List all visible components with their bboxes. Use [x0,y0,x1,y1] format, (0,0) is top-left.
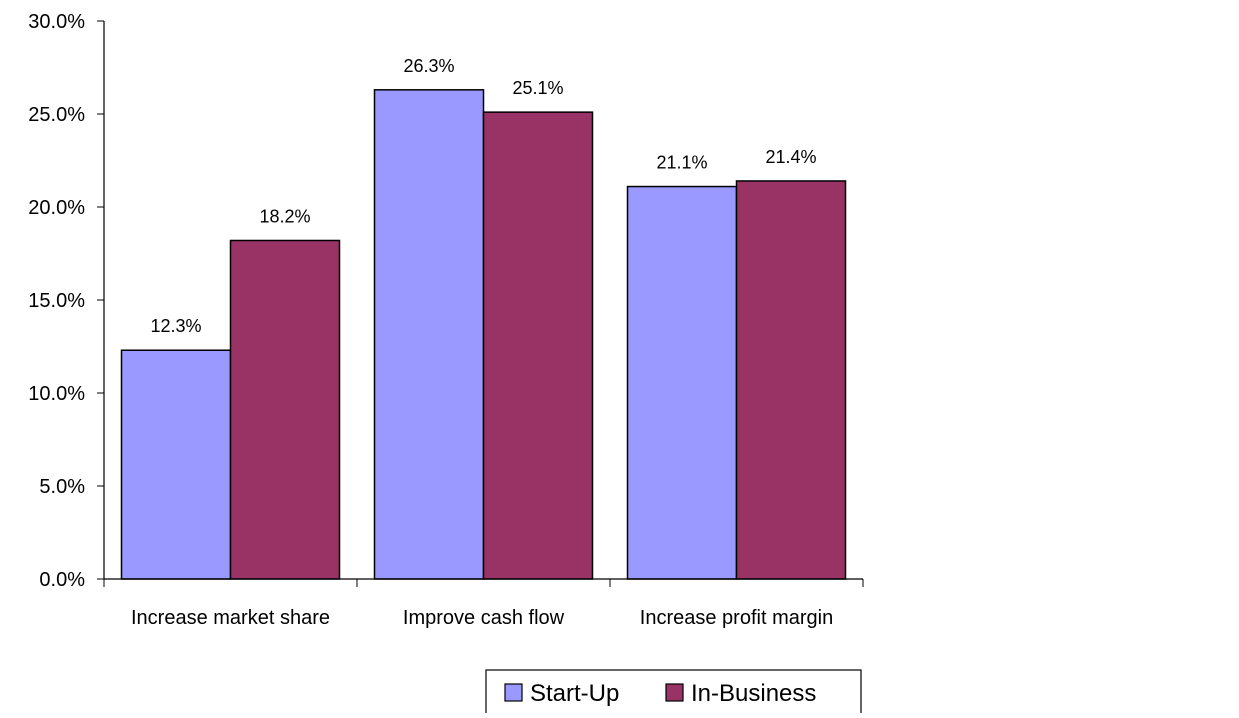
data-label: 21.4% [765,147,816,167]
axes-group [103,21,864,587]
data-label: 26.3% [403,56,454,76]
legend: Start-Up In-Business [485,669,862,718]
data-label: 25.1% [512,78,563,98]
y-tick-label: 5.0% [39,476,85,498]
legend-label: Start-Up [530,680,619,707]
bar-in-business [482,111,594,580]
y-tick-label: 0.0% [39,569,85,591]
x-category-label: Improve cash flow [403,607,565,629]
bar-start-up [626,185,738,580]
y-axis-ticks: 0.0% 5.0% 10.0% 15.0% 20.0% 25.0% 30.0% [28,11,104,591]
bar-start-up [120,349,232,580]
y-tick-label: 20.0% [28,197,85,219]
y-tick-label: 10.0% [28,383,85,405]
data-label: 21.1% [656,153,707,173]
bar-in-business [735,180,847,580]
bar-in-business [229,239,341,580]
x-category-label: Increase market share [131,607,330,629]
legend-label: In-Business [691,680,816,707]
category-labels-group: Increase market share Improve cash flow In… [131,607,833,629]
bar-start-up [373,89,485,580]
y-tick-label: 30.0% [28,11,85,33]
legend-swatch-in-business [665,683,684,702]
bars-group [120,89,847,580]
x-category-label: Increase profit margin [640,607,833,629]
y-tick-label: 15.0% [28,290,85,312]
y-tick-label: 25.0% [28,104,85,126]
legend-swatch-start-up [504,683,523,702]
data-label: 18.2% [259,206,310,226]
data-label: 12.3% [150,316,201,336]
data-labels-group: 12.3% 18.2% 26.3% 25.1% 21.1% 21.4% [150,56,816,336]
